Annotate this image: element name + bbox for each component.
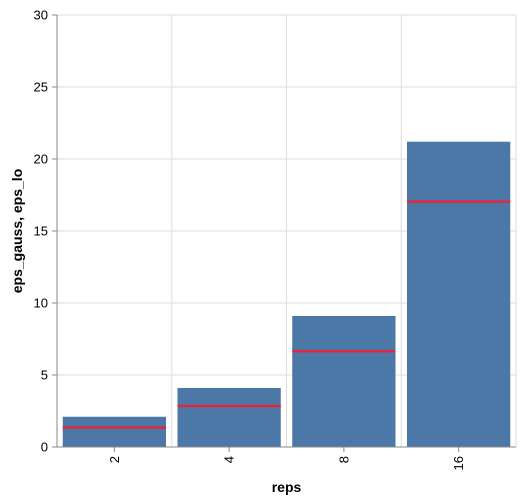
y-tick-label: 25 [34,80,48,95]
y-tick-label: 5 [41,368,48,383]
x-axis-title: reps [272,479,302,495]
y-tick-label: 0 [41,440,48,455]
bar [62,416,167,447]
axes: 0 5 10 15 20 25 30 2 4 8 16 [34,8,516,470]
y-tick-label: 15 [34,224,48,239]
x-tick-label: 2 [107,456,122,463]
bar [292,315,396,447]
y-tick-label: 30 [34,8,48,23]
y-axis-title: eps_gauss, eps_lo [9,169,25,294]
x-tick-label: 16 [451,456,466,470]
bars [62,141,511,447]
x-tick-label: 8 [336,456,351,463]
y-tick-label: 20 [34,152,48,167]
bar [406,141,511,447]
grid [56,14,517,448]
tick-marks [62,200,511,429]
x-tick-label: 4 [222,456,237,463]
bar [177,387,281,447]
y-tick-label: 10 [34,296,48,311]
